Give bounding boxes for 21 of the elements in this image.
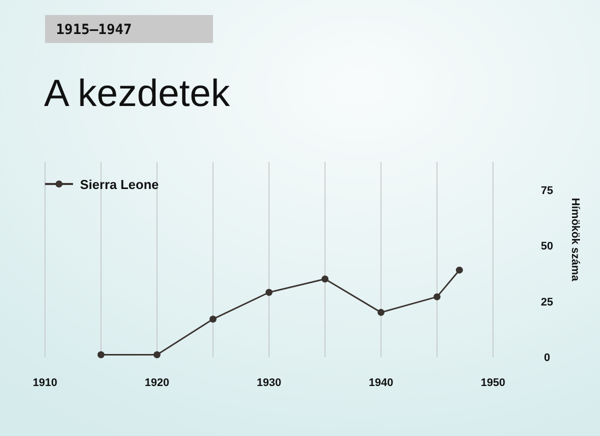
y-tick-label: 75 <box>540 184 554 197</box>
x-tick-label: 1920 <box>144 377 170 389</box>
legend-label: Sierra Leone <box>80 177 159 192</box>
x-tick-label: 1950 <box>480 377 506 389</box>
chart-subtitle: 1915–1947 <box>56 22 132 38</box>
y-tick-label: 0 <box>544 352 550 364</box>
x-tick-label: 1930 <box>256 377 282 389</box>
point <box>98 351 104 358</box>
x-tick-label: 1940 <box>368 377 394 389</box>
x-tick-label: 1910 <box>32 377 58 389</box>
point <box>434 293 440 300</box>
point <box>378 308 384 316</box>
chart-title: A kezdetek <box>44 73 231 115</box>
y-tick-label: 50 <box>540 240 554 253</box>
point <box>266 288 272 296</box>
point <box>456 266 463 274</box>
point <box>322 276 328 282</box>
point <box>210 316 216 323</box>
y-axis-title: Hímökök száma <box>569 198 581 282</box>
y-tick-label: 25 <box>540 296 554 308</box>
point <box>154 351 160 358</box>
